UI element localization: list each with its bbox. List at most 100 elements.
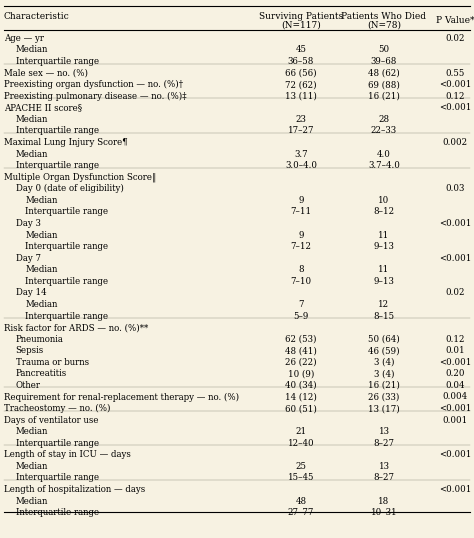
Text: 60 (51): 60 (51) bbox=[285, 404, 317, 413]
Text: 0.04: 0.04 bbox=[445, 381, 465, 390]
Text: Median: Median bbox=[16, 462, 48, 471]
Text: <0.001: <0.001 bbox=[439, 485, 471, 494]
Text: (N=78): (N=78) bbox=[367, 20, 401, 30]
Text: 39–68: 39–68 bbox=[371, 57, 397, 66]
Text: 0.02: 0.02 bbox=[445, 34, 465, 43]
Text: <0.001: <0.001 bbox=[439, 404, 471, 413]
Text: Day 0 (date of eligibility): Day 0 (date of eligibility) bbox=[16, 184, 124, 193]
Text: Surviving Patients: Surviving Patients bbox=[259, 12, 343, 21]
Text: 7–11: 7–11 bbox=[291, 208, 311, 216]
Text: 13: 13 bbox=[378, 462, 390, 471]
Text: 46 (59): 46 (59) bbox=[368, 346, 400, 355]
Text: 0.55: 0.55 bbox=[446, 69, 465, 77]
Text: 45: 45 bbox=[295, 46, 307, 54]
Text: Interquartile range: Interquartile range bbox=[16, 508, 99, 517]
Text: 25: 25 bbox=[295, 462, 307, 471]
Text: 8–27: 8–27 bbox=[374, 439, 394, 448]
Text: 21: 21 bbox=[295, 427, 307, 436]
Text: 9–13: 9–13 bbox=[374, 277, 394, 286]
Text: 3.7–4.0: 3.7–4.0 bbox=[368, 161, 400, 170]
Text: Interquartile range: Interquartile range bbox=[16, 473, 99, 483]
Text: 48 (41): 48 (41) bbox=[285, 346, 317, 355]
Text: Characteristic: Characteristic bbox=[4, 12, 70, 21]
Text: 69 (88): 69 (88) bbox=[368, 80, 400, 89]
Text: 17–27: 17–27 bbox=[288, 126, 314, 136]
Text: 26 (22): 26 (22) bbox=[285, 358, 317, 367]
Text: <0.001: <0.001 bbox=[439, 358, 471, 367]
Text: <0.001: <0.001 bbox=[439, 450, 471, 459]
Text: 0.001: 0.001 bbox=[442, 415, 468, 424]
Text: 0.12: 0.12 bbox=[445, 91, 465, 101]
Text: Age — yr: Age — yr bbox=[4, 34, 44, 43]
Text: 0.01: 0.01 bbox=[445, 346, 465, 355]
Text: Median: Median bbox=[16, 46, 48, 54]
Text: 8–15: 8–15 bbox=[374, 312, 394, 321]
Text: 26 (33): 26 (33) bbox=[368, 393, 400, 401]
Text: 9–13: 9–13 bbox=[374, 242, 394, 251]
Text: 10–31: 10–31 bbox=[371, 508, 397, 517]
Text: Trauma or burns: Trauma or burns bbox=[16, 358, 89, 367]
Text: Pancreatitis: Pancreatitis bbox=[16, 369, 67, 378]
Text: 3 (4): 3 (4) bbox=[374, 358, 394, 367]
Text: 5–9: 5–9 bbox=[293, 312, 309, 321]
Text: Interquartile range: Interquartile range bbox=[25, 242, 108, 251]
Text: <0.001: <0.001 bbox=[439, 103, 471, 112]
Text: Preexisting pulmonary disease — no. (%)‡: Preexisting pulmonary disease — no. (%)‡ bbox=[4, 91, 186, 101]
Text: 50: 50 bbox=[378, 46, 390, 54]
Text: 14 (12): 14 (12) bbox=[285, 393, 317, 401]
Text: Median: Median bbox=[16, 497, 48, 506]
Text: Preexisting organ dysfunction — no. (%)†: Preexisting organ dysfunction — no. (%)† bbox=[4, 80, 183, 89]
Text: 13: 13 bbox=[378, 427, 390, 436]
Text: 9: 9 bbox=[298, 231, 304, 239]
Text: Median: Median bbox=[16, 115, 48, 124]
Text: Tracheostomy — no. (%): Tracheostomy — no. (%) bbox=[4, 404, 110, 413]
Text: Interquartile range: Interquartile range bbox=[16, 439, 99, 448]
Text: 12: 12 bbox=[378, 300, 390, 309]
Text: 12–40: 12–40 bbox=[288, 439, 314, 448]
Text: Multiple Organ Dysfunction Score‖: Multiple Organ Dysfunction Score‖ bbox=[4, 173, 156, 182]
Text: 16 (21): 16 (21) bbox=[368, 91, 400, 101]
Text: Maximal Lung Injury Score¶: Maximal Lung Injury Score¶ bbox=[4, 138, 128, 147]
Text: Interquartile range: Interquartile range bbox=[25, 312, 108, 321]
Text: 50 (64): 50 (64) bbox=[368, 335, 400, 344]
Text: Interquartile range: Interquartile range bbox=[16, 161, 99, 170]
Text: 3.0–4.0: 3.0–4.0 bbox=[285, 161, 317, 170]
Text: 10: 10 bbox=[378, 196, 390, 205]
Text: 27–77: 27–77 bbox=[288, 508, 314, 517]
Text: Pneumonia: Pneumonia bbox=[16, 335, 64, 344]
Text: P Value*: P Value* bbox=[436, 16, 474, 25]
Text: 48: 48 bbox=[295, 497, 307, 506]
Text: 13 (11): 13 (11) bbox=[285, 91, 317, 101]
Text: APACHE II score§: APACHE II score§ bbox=[4, 103, 82, 112]
Text: 7–10: 7–10 bbox=[291, 277, 311, 286]
Text: Interquartile range: Interquartile range bbox=[25, 277, 108, 286]
Text: Median: Median bbox=[16, 427, 48, 436]
Text: <0.001: <0.001 bbox=[439, 219, 471, 228]
Text: 66 (56): 66 (56) bbox=[285, 69, 317, 77]
Text: 9: 9 bbox=[298, 196, 304, 205]
Text: Median: Median bbox=[25, 300, 57, 309]
Text: 4.0: 4.0 bbox=[377, 150, 391, 159]
Text: 13 (17): 13 (17) bbox=[368, 404, 400, 413]
Text: (N=117): (N=117) bbox=[281, 20, 321, 30]
Text: 8: 8 bbox=[298, 265, 304, 274]
Text: 10 (9): 10 (9) bbox=[288, 369, 314, 378]
Text: 3 (4): 3 (4) bbox=[374, 369, 394, 378]
Text: Sepsis: Sepsis bbox=[16, 346, 44, 355]
Text: Patients Who Died: Patients Who Died bbox=[341, 12, 427, 21]
Text: Requirement for renal-replacement therapy — no. (%): Requirement for renal-replacement therap… bbox=[4, 393, 239, 401]
Text: 0.002: 0.002 bbox=[442, 138, 468, 147]
Text: 62 (53): 62 (53) bbox=[285, 335, 317, 344]
Text: 23: 23 bbox=[296, 115, 306, 124]
Text: Length of stay in ICU — days: Length of stay in ICU — days bbox=[4, 450, 131, 459]
Text: Other: Other bbox=[16, 381, 41, 390]
Text: Median: Median bbox=[25, 231, 57, 239]
Text: Days of ventilator use: Days of ventilator use bbox=[4, 415, 98, 424]
Text: 0.12: 0.12 bbox=[445, 335, 465, 344]
Text: Median: Median bbox=[25, 265, 57, 274]
Text: Day 3: Day 3 bbox=[16, 219, 40, 228]
Text: 11: 11 bbox=[378, 265, 390, 274]
Text: 15–45: 15–45 bbox=[288, 473, 314, 483]
Text: 18: 18 bbox=[378, 497, 390, 506]
Text: 48 (62): 48 (62) bbox=[368, 69, 400, 77]
